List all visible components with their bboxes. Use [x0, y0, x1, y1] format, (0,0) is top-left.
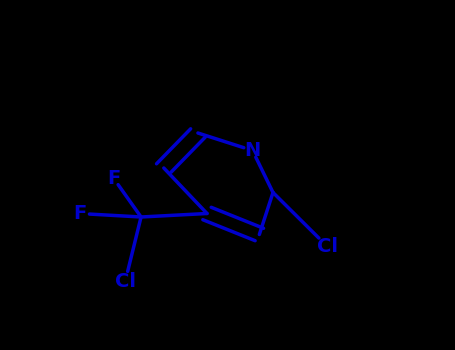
Text: N: N	[244, 141, 261, 160]
Text: F: F	[73, 204, 86, 223]
Text: Cl: Cl	[317, 237, 338, 256]
Text: F: F	[107, 169, 121, 188]
Text: Cl: Cl	[115, 272, 136, 291]
